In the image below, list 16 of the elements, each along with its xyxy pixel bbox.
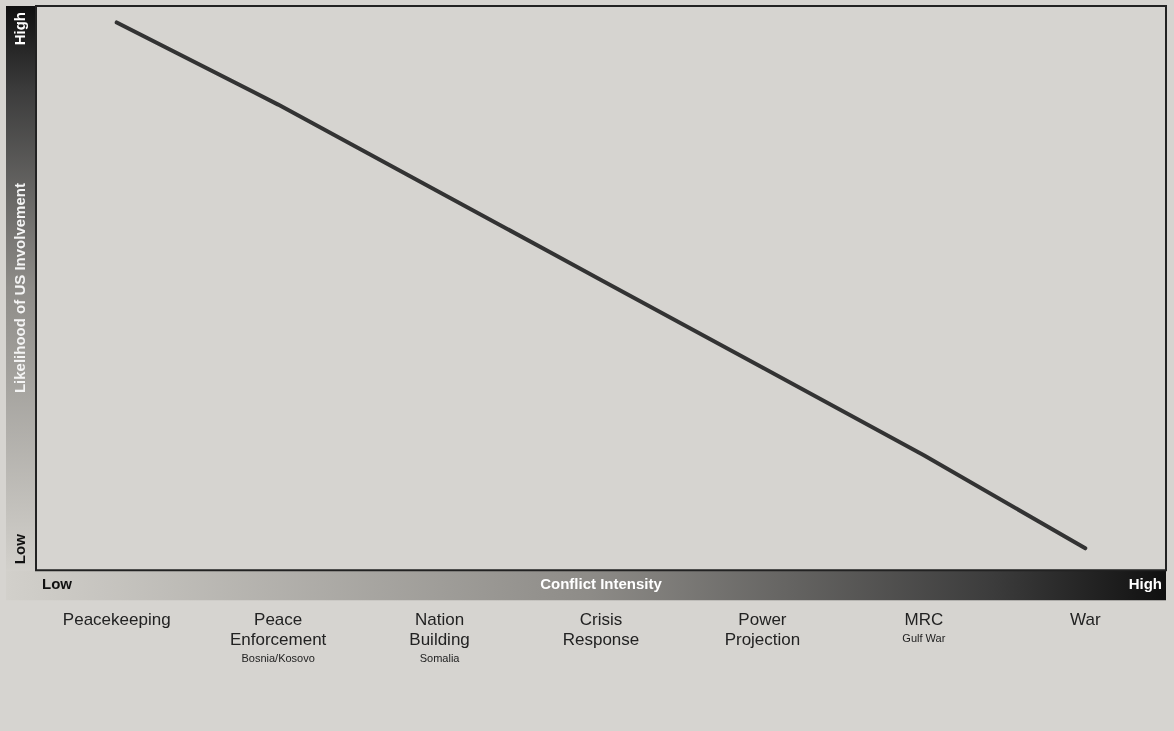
text: Bosnia/Kosovo bbox=[241, 651, 315, 664]
y-axis-title: Likelihood of US Involvement bbox=[11, 183, 29, 394]
x-axis-title: Conflict Intensity bbox=[540, 575, 663, 593]
x-tick-label: Peacekeeping bbox=[62, 610, 171, 630]
x-tick-label: Power Projection bbox=[724, 610, 801, 650]
x-tick-label: MRC bbox=[904, 610, 944, 630]
text: Low bbox=[42, 575, 73, 593]
text: Gulf War bbox=[902, 631, 946, 644]
text: Somalia bbox=[419, 651, 461, 664]
x-tick-label: Crisis Response bbox=[562, 610, 640, 650]
x-tick-label: Peace Enforcement bbox=[229, 610, 327, 650]
annotation: Low bbox=[11, 533, 29, 565]
text: High bbox=[1128, 575, 1162, 593]
x-tick-label: Nation Building bbox=[409, 610, 470, 650]
annotation: High bbox=[11, 12, 29, 46]
x-tick-label: War bbox=[1070, 610, 1101, 630]
